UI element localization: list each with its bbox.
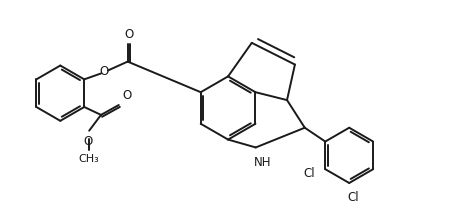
Text: CH₃: CH₃: [79, 154, 99, 164]
Text: O: O: [123, 89, 132, 102]
Text: O: O: [83, 135, 93, 148]
Text: NH: NH: [254, 156, 271, 169]
Text: O: O: [124, 28, 133, 41]
Text: Cl: Cl: [304, 167, 315, 180]
Text: O: O: [99, 65, 109, 78]
Text: Cl: Cl: [348, 191, 359, 204]
